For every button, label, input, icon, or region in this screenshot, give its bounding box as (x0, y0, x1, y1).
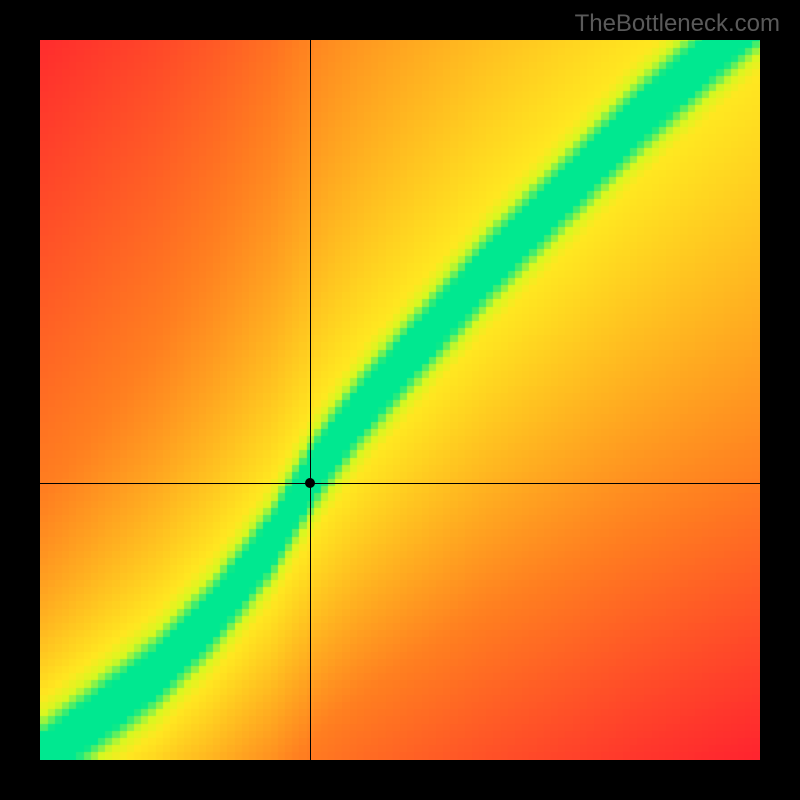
plot-frame (40, 40, 760, 760)
crosshair-vertical (310, 40, 311, 760)
heatmap-canvas (40, 40, 760, 760)
crosshair-horizontal (40, 483, 760, 484)
marker-dot (305, 478, 315, 488)
watermark-text: TheBottleneck.com (575, 10, 780, 38)
